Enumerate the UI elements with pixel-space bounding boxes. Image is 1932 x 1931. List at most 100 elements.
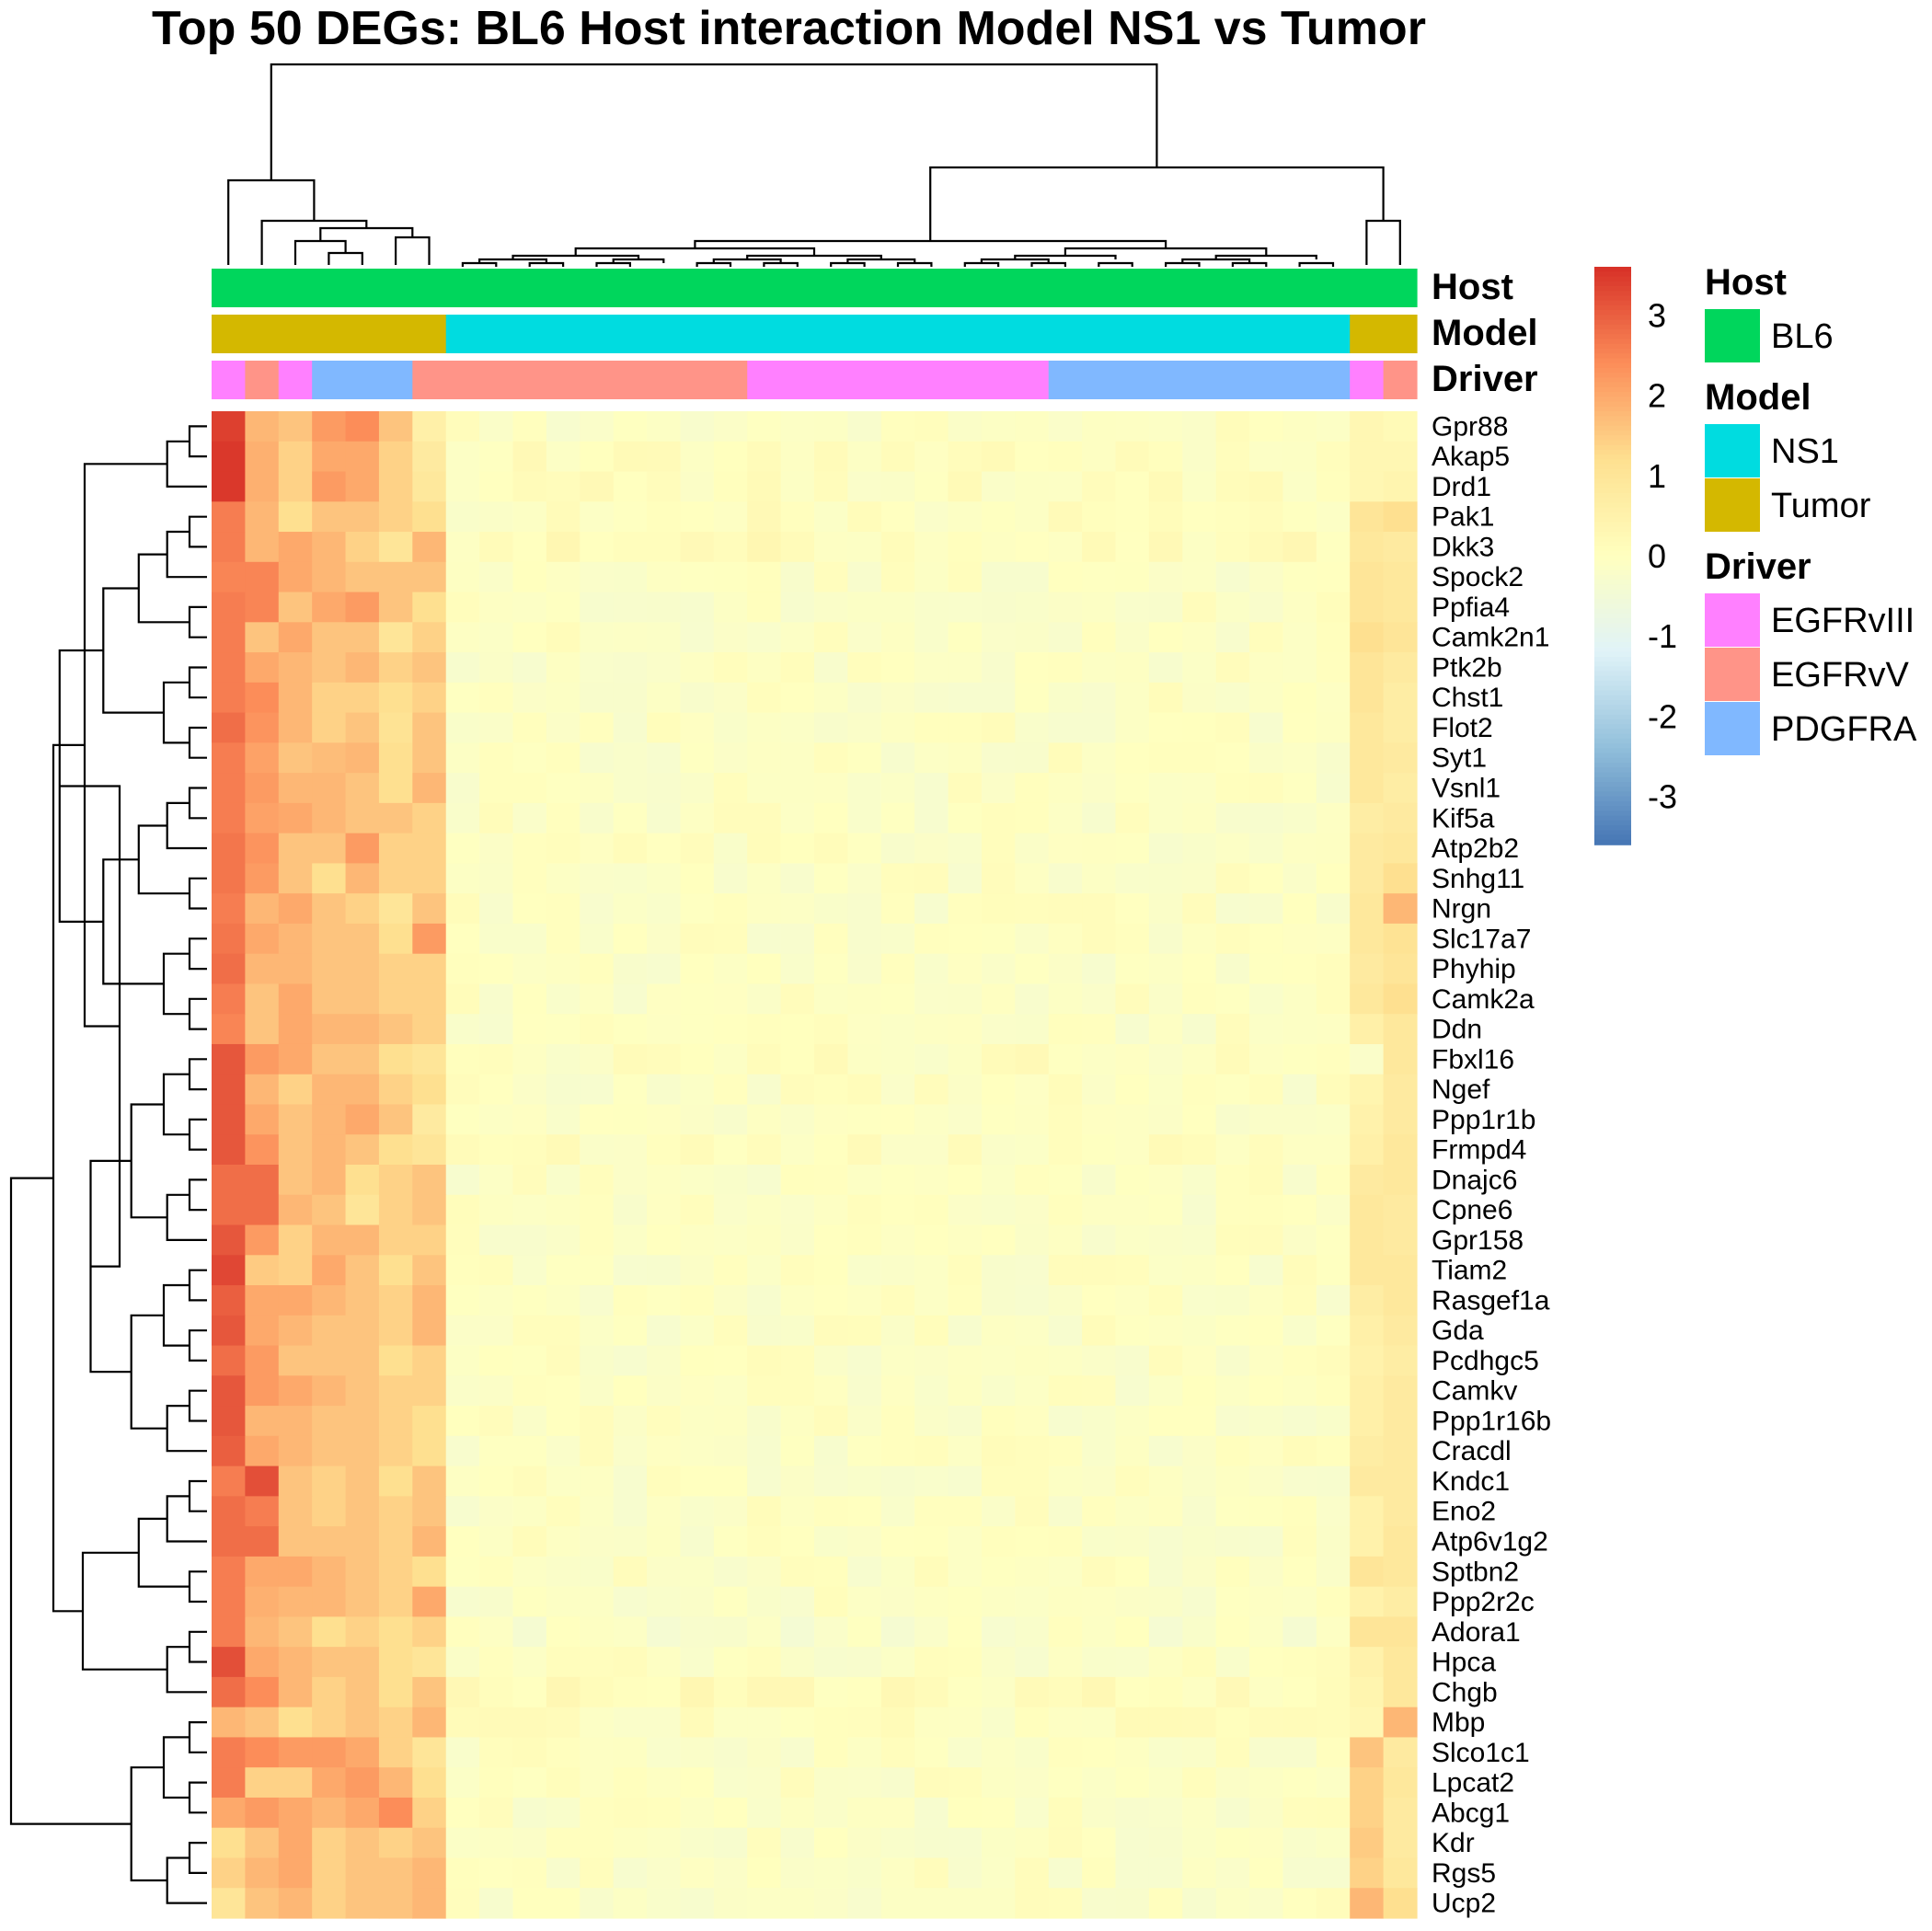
heatmap-cell: [512, 1526, 547, 1557]
heatmap-cell: [1082, 1134, 1117, 1166]
heatmap-cell: [479, 1315, 514, 1347]
heatmap-cell: [680, 441, 715, 473]
heatmap-cell: [512, 411, 547, 443]
heatmap-cell: [747, 833, 782, 864]
heatmap-cell: [512, 682, 547, 714]
heatmap-cell: [212, 802, 246, 834]
dendrogram-branch: [188, 1479, 207, 1512]
heatmap-cell: [847, 441, 882, 473]
heatmap-cell: [647, 1496, 682, 1527]
heatmap-cell: [580, 622, 615, 653]
heatmap-cell: [378, 1375, 413, 1407]
heatmap-cell: [914, 923, 949, 955]
heatmap-cell: [1316, 1134, 1351, 1166]
gene-label: Cracdl: [1432, 1436, 1512, 1466]
heatmap-cell: [245, 592, 280, 623]
heatmap-cell: [245, 1224, 280, 1256]
heatmap-cell: [312, 1767, 347, 1799]
heatmap-cell: [512, 1165, 547, 1196]
heatmap-cell: [479, 893, 514, 925]
heatmap-cell: [445, 1737, 480, 1768]
heatmap-cell: [345, 773, 380, 804]
heatmap-cell: [345, 1224, 380, 1256]
heatmap-cell: [1282, 682, 1317, 714]
heatmap-cell: [245, 471, 280, 502]
heatmap-cell: [981, 1767, 1016, 1799]
heatmap-cell: [647, 1165, 682, 1196]
heatmap-cell: [1249, 742, 1284, 774]
heatmap-cell: [580, 983, 615, 1015]
heatmap-cell: [212, 712, 246, 743]
heatmap-cell: [412, 501, 447, 533]
heatmap-cell: [1282, 1134, 1317, 1166]
heatmap-cell: [1082, 1406, 1117, 1437]
heatmap-cell: [212, 1797, 246, 1829]
heatmap-cell: [780, 1526, 815, 1557]
heatmap-cell: [1148, 1074, 1183, 1106]
heatmap-cell: [680, 1345, 715, 1376]
heatmap-cell: [445, 1616, 480, 1648]
heatmap-cell: [546, 1074, 581, 1106]
heatmap-cell: [1048, 561, 1083, 593]
heatmap-cell: [1282, 923, 1317, 955]
heatmap-cell: [512, 983, 547, 1015]
heatmap-cell: [1182, 1074, 1217, 1106]
legend-title: Driver: [1705, 546, 1811, 587]
heatmap-cell: [981, 1556, 1016, 1588]
heatmap-cell: [445, 1857, 480, 1889]
heatmap-cell: [412, 712, 447, 743]
heatmap-cell: [1249, 1345, 1284, 1376]
heatmap-cell: [1015, 863, 1050, 894]
colorbar-step: [1594, 675, 1631, 682]
heatmap-cell: [981, 1888, 1016, 1919]
heatmap-cell: [948, 833, 983, 864]
heatmap-cell: [1215, 1888, 1250, 1919]
colorbar-step: [1594, 671, 1631, 677]
heatmap-cell: [1282, 893, 1317, 925]
heatmap-cell: [680, 471, 715, 502]
colorbar-step: [1594, 536, 1631, 543]
heatmap-cell: [479, 1526, 514, 1557]
colorbar-step: [1594, 642, 1631, 649]
heatmap-cell: [1383, 1104, 1418, 1135]
heatmap-cell: [1048, 1375, 1083, 1407]
heatmap-cell: [814, 1616, 848, 1648]
heatmap-cell: [1148, 1134, 1183, 1166]
heatmap-cell: [880, 893, 915, 925]
heatmap-cell: [546, 712, 581, 743]
heatmap-cell: [345, 1526, 380, 1557]
heatmap-cell: [814, 1797, 848, 1829]
heatmap-cell: [847, 592, 882, 623]
heatmap-cell: [512, 1586, 547, 1617]
heatmap-cell: [914, 1676, 949, 1708]
heatmap-cell: [914, 652, 949, 684]
heatmap-cell: [1015, 983, 1050, 1015]
heatmap-cell: [1316, 1285, 1351, 1316]
heatmap-cell: [445, 1406, 480, 1437]
heatmap-cells: [212, 411, 1418, 1919]
heatmap-cell: [412, 1165, 447, 1196]
heatmap-cell: [948, 1888, 983, 1919]
heatmap-cell: [212, 1435, 246, 1467]
heatmap-cell: [1148, 592, 1183, 623]
heatmap-cell: [445, 983, 480, 1015]
colorbar-step: [1594, 767, 1631, 774]
heatmap-cell: [1383, 1888, 1418, 1919]
heatmap-cell: [580, 1014, 615, 1045]
heatmap-cell: [1082, 1285, 1117, 1316]
heatmap-cell: [412, 682, 447, 714]
heatmap-cell: [814, 863, 848, 894]
heatmap-cell: [345, 983, 380, 1015]
heatmap-cell: [512, 532, 547, 563]
heatmap-cell: [713, 1767, 748, 1799]
heatmap-cell: [747, 652, 782, 684]
heatmap-cell: [546, 471, 581, 502]
heatmap-cell: [1115, 411, 1150, 443]
heatmap-cell: [1015, 1406, 1050, 1437]
heatmap-cell: [580, 652, 615, 684]
heatmap-cell: [1249, 1767, 1284, 1799]
heatmap-cell: [1249, 983, 1284, 1015]
heatmap-cell: [914, 773, 949, 804]
heatmap-cell: [412, 1827, 447, 1859]
heatmap-cell: [445, 1345, 480, 1376]
